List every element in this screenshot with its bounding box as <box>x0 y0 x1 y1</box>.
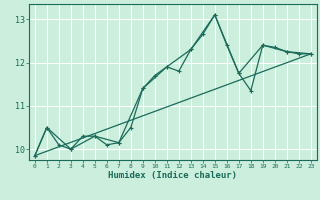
X-axis label: Humidex (Indice chaleur): Humidex (Indice chaleur) <box>108 171 237 180</box>
